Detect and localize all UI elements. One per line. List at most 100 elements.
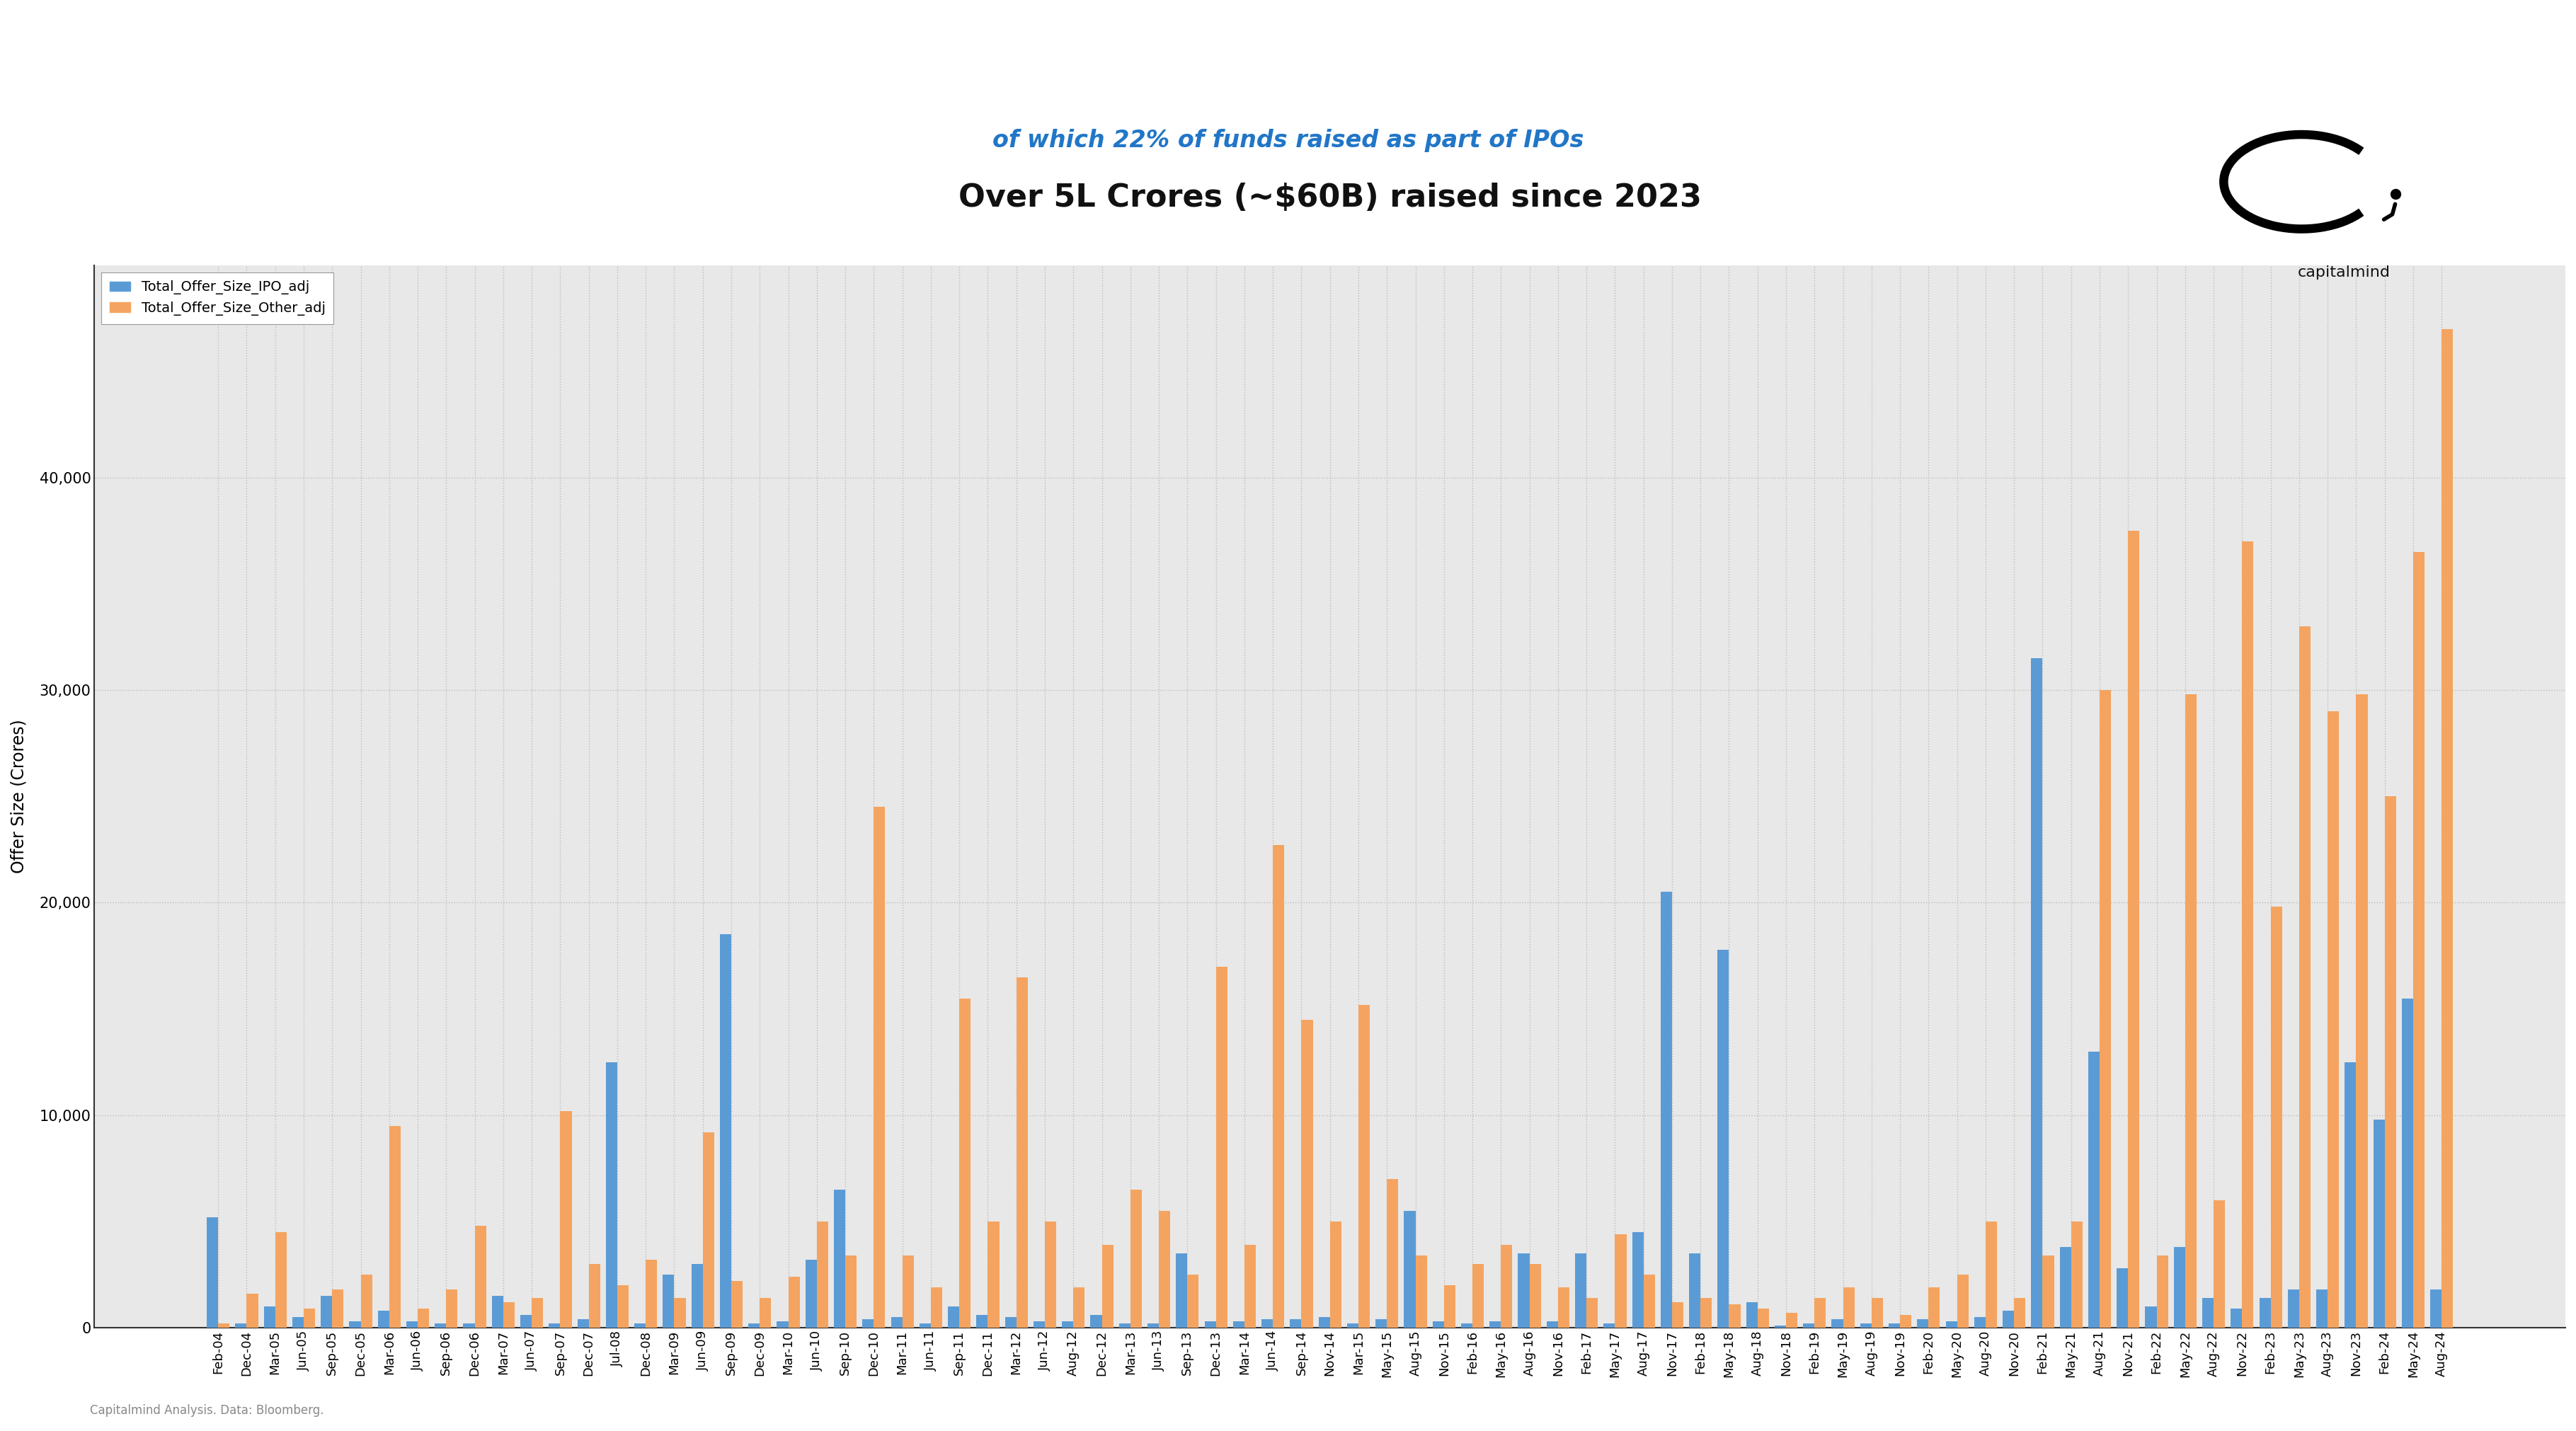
Bar (634, 1324, 647, 1328)
Bar (618, 1285, 629, 1328)
Bar (750, 1324, 760, 1328)
Bar (1074, 1286, 1084, 1328)
Bar (2231, 1308, 2241, 1328)
Bar (1461, 1324, 1473, 1328)
Bar (2146, 1307, 2156, 1328)
Bar (1386, 1179, 1399, 1328)
Bar (703, 1132, 714, 1328)
Bar (1262, 1319, 1273, 1328)
Bar (958, 999, 971, 1328)
Bar (1018, 977, 1028, 1328)
Bar (1700, 1298, 1713, 1328)
Bar (690, 1264, 703, 1328)
Bar (930, 1286, 943, 1328)
Bar (647, 1259, 657, 1328)
Bar (407, 1321, 417, 1328)
Bar (976, 1315, 987, 1328)
Bar (332, 1289, 343, 1328)
Bar (1502, 1245, 1512, 1328)
Bar (1832, 1319, 1842, 1328)
Bar (1945, 1321, 1958, 1328)
Bar (531, 1298, 544, 1328)
Bar (2385, 797, 2396, 1328)
Legend: Total_Offer_Size_IPO_adj, Total_Offer_Size_Other_adj: Total_Offer_Size_IPO_adj, Total_Offer_Si… (100, 272, 332, 323)
Bar (1757, 1308, 1770, 1328)
Bar (1986, 1221, 1996, 1328)
Bar (1558, 1286, 1569, 1328)
Bar (276, 1232, 286, 1328)
Bar (1785, 1312, 1798, 1328)
Bar (1775, 1325, 1785, 1328)
Bar (417, 1308, 430, 1328)
Bar (2030, 658, 2043, 1328)
Bar (2287, 1289, 2300, 1328)
Bar (987, 1221, 999, 1328)
Bar (474, 1225, 487, 1328)
Bar (1103, 1245, 1113, 1328)
Bar (1445, 1285, 1455, 1328)
Bar (1118, 1324, 1131, 1328)
Bar (1159, 1211, 1170, 1328)
Bar (559, 1110, 572, 1328)
Bar (1347, 1324, 1358, 1328)
Bar (379, 1311, 389, 1328)
Bar (1672, 1302, 1682, 1328)
Bar (1131, 1189, 1141, 1328)
Bar (304, 1308, 314, 1328)
Bar (675, 1298, 685, 1328)
Bar (577, 1319, 590, 1328)
Bar (1046, 1221, 1056, 1328)
Bar (247, 1294, 258, 1328)
Bar (1414, 1255, 1427, 1328)
Bar (206, 1218, 219, 1328)
Bar (1358, 1005, 1370, 1328)
Bar (1177, 1254, 1188, 1328)
Bar (873, 807, 886, 1328)
Bar (2014, 1298, 2025, 1328)
Bar (1206, 1321, 1216, 1328)
Bar (1860, 1324, 1873, 1328)
Bar (1873, 1298, 1883, 1328)
Bar (1803, 1324, 1814, 1328)
Bar (732, 1281, 742, 1328)
Bar (1005, 1317, 1018, 1328)
Bar (1473, 1264, 1484, 1328)
Bar (1329, 1221, 1342, 1328)
Bar (2241, 541, 2254, 1328)
Bar (2156, 1255, 2169, 1328)
Bar (2089, 1052, 2099, 1328)
Bar (2442, 329, 2452, 1328)
Bar (2184, 694, 2197, 1328)
Bar (1718, 949, 1728, 1328)
Bar (1574, 1254, 1587, 1328)
Bar (902, 1255, 914, 1328)
Bar (605, 1062, 618, 1328)
Text: Capitalmind Analysis. Data: Bloomberg.: Capitalmind Analysis. Data: Bloomberg. (90, 1404, 325, 1417)
Bar (1273, 846, 1285, 1328)
Text: of which 22% of funds raised as part of IPOs: of which 22% of funds raised as part of … (992, 129, 1584, 152)
Bar (2128, 531, 2141, 1328)
Bar (219, 1324, 229, 1328)
Bar (2061, 1246, 2071, 1328)
Bar (2202, 1298, 2213, 1328)
Bar (1605, 1324, 1615, 1328)
Bar (1489, 1321, 1502, 1328)
Bar (806, 1259, 817, 1328)
Bar (2300, 627, 2311, 1328)
Bar (1376, 1319, 1386, 1328)
Bar (549, 1324, 559, 1328)
Bar (719, 934, 732, 1328)
Bar (1929, 1286, 1940, 1328)
Bar (788, 1276, 799, 1328)
Bar (1901, 1315, 1911, 1328)
Bar (920, 1324, 930, 1328)
Bar (464, 1324, 474, 1328)
Bar (2099, 690, 2110, 1328)
Bar (1747, 1302, 1757, 1328)
Bar (1432, 1321, 1445, 1328)
Bar (446, 1289, 459, 1328)
Bar (1690, 1254, 1700, 1328)
Bar (817, 1221, 829, 1328)
Bar (291, 1317, 304, 1328)
Bar (835, 1189, 845, 1328)
